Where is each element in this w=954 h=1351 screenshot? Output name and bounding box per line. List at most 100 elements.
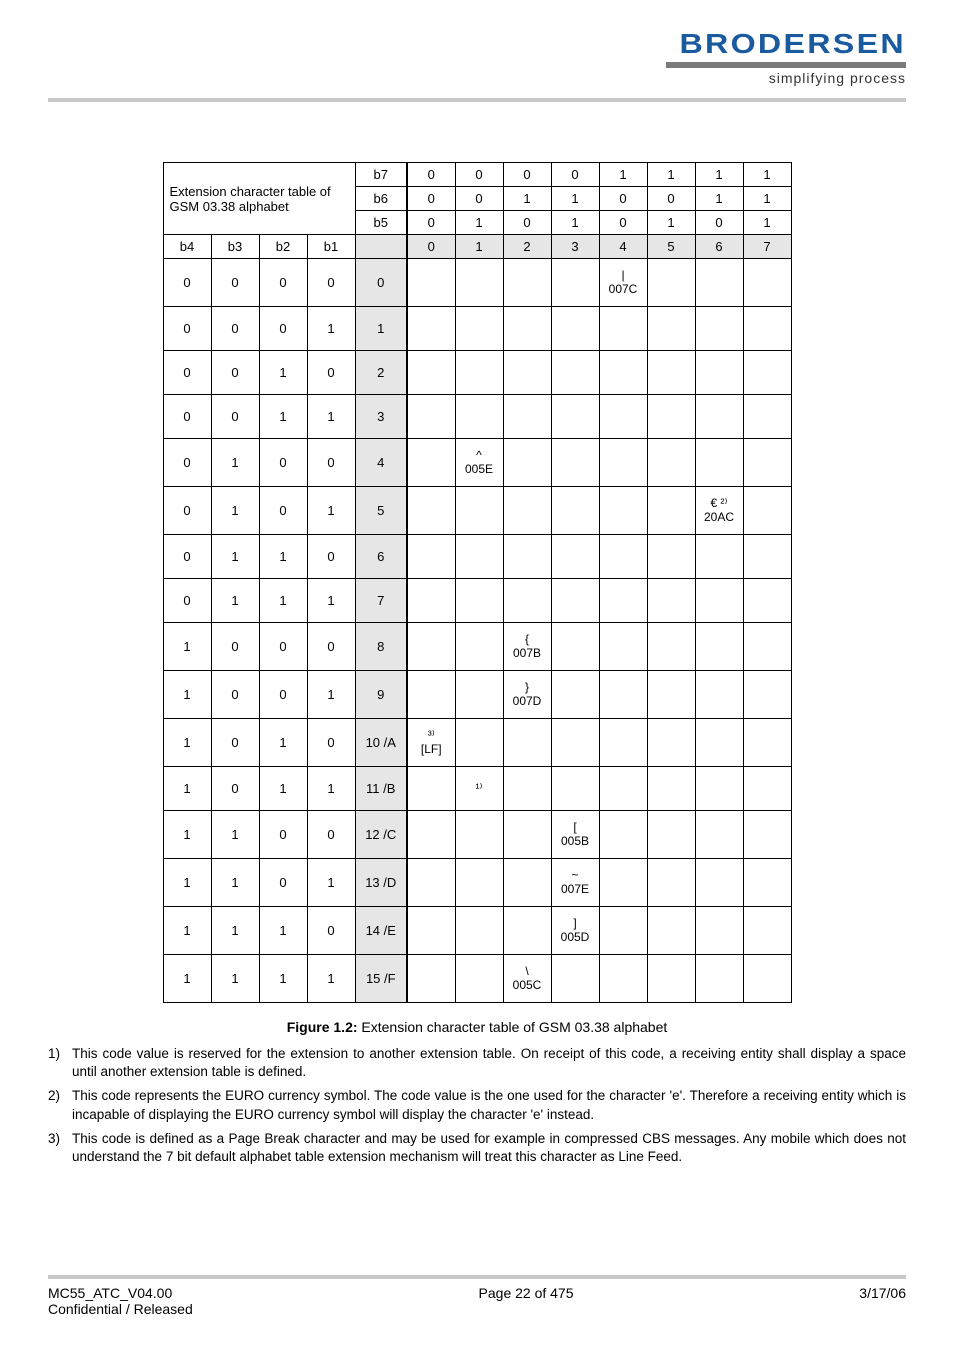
char-cell: ~007E [551,859,599,907]
row-index: 0 [355,259,407,307]
char-cell [695,859,743,907]
char-cell: ^005E [455,439,503,487]
char-cell [599,671,647,719]
char-cell [551,671,599,719]
bit-value: 0 [407,211,455,235]
col-index: 2 [503,235,551,259]
char-cell [743,671,791,719]
brand-logo: BRODERSEN [680,30,906,58]
row-index: 7 [355,579,407,623]
char-cell [407,671,455,719]
table-row: 01106 [163,535,791,579]
char-cell [503,907,551,955]
char-cell [743,439,791,487]
char-cell [455,351,503,395]
bit-value: 0 [163,439,211,487]
bit-value: 0 [211,395,259,439]
char-cell [647,487,695,535]
bit-value: 1 [163,811,211,859]
bit-value: 1 [163,671,211,719]
bit-value: 1 [647,163,695,187]
footnote-text: This code is defined as a Page Break cha… [72,1130,906,1166]
bit-value: 0 [307,719,355,767]
char-cell [695,579,743,623]
bit-value: 1 [163,955,211,1003]
bit-value: 1 [259,767,307,811]
bit-value: 0 [211,623,259,671]
col-index: 5 [647,235,695,259]
char-cell [407,767,455,811]
char-cell [743,351,791,395]
char-cell [599,719,647,767]
row-index: 15 /F [355,955,407,1003]
char-cell [743,259,791,307]
char-cell: ]005D [551,907,599,955]
bit-value: 0 [407,163,455,187]
table-row: 00000|007C [163,259,791,307]
char-cell: € ²⁾20AC [695,487,743,535]
char-cell [407,487,455,535]
bit-value: 1 [259,351,307,395]
char-cell [743,767,791,811]
bit-value: 0 [551,163,599,187]
char-cell [743,859,791,907]
table-row: 01117 [163,579,791,623]
bit-value: 1 [259,719,307,767]
char-cell [695,671,743,719]
bit-value: 1 [259,395,307,439]
index-blank [355,235,407,259]
bit-value: 0 [599,187,647,211]
bit-value: 1 [503,187,551,211]
footnotes: 1)This code value is reserved for the ex… [48,1045,906,1166]
table-row: 00113 [163,395,791,439]
char-cell [455,535,503,579]
char-cell [599,351,647,395]
bit-value: 1 [743,187,791,211]
char-cell [551,307,599,351]
bit-value: 0 [163,535,211,579]
char-cell [407,307,455,351]
char-cell [503,395,551,439]
footnote: 1)This code value is reserved for the ex… [48,1045,906,1081]
footnote-text: This code value is reserved for the exte… [72,1045,906,1081]
char-cell [743,307,791,351]
bit-value: 1 [163,859,211,907]
footnote-number: 2) [48,1087,72,1123]
char-cell [599,487,647,535]
bit-value: 1 [211,535,259,579]
footer-left: MC55_ATC_V04.00 Confidential / Released [48,1285,193,1317]
bit-value: 0 [163,579,211,623]
char-cell [599,623,647,671]
bit-value: 1 [307,767,355,811]
char-cell [695,767,743,811]
char-cell [599,955,647,1003]
bit-value: 0 [163,395,211,439]
char-cell [647,535,695,579]
bit-value: 1 [211,487,259,535]
table-row: 01015€ ²⁾20AC [163,487,791,535]
row-index: 12 /C [355,811,407,859]
bit-value: 0 [211,259,259,307]
char-cell [551,487,599,535]
char-cell [647,623,695,671]
char-cell [455,395,503,439]
bit-value: 1 [551,187,599,211]
bit-label: b3 [211,235,259,259]
char-cell [695,395,743,439]
char-cell: {007B [503,623,551,671]
char-cell [407,351,455,395]
char-cell [695,439,743,487]
header-rule [48,98,906,102]
char-cell [551,395,599,439]
col-index: 3 [551,235,599,259]
char-cell [743,487,791,535]
bit-value: 0 [163,259,211,307]
bit-value: 0 [259,259,307,307]
char-cell [743,535,791,579]
char-cell: [005B [551,811,599,859]
char-cell [551,719,599,767]
bit-value: 1 [259,579,307,623]
bit-value: 0 [599,211,647,235]
bit-label: b4 [163,235,211,259]
bit-value: 0 [307,351,355,395]
